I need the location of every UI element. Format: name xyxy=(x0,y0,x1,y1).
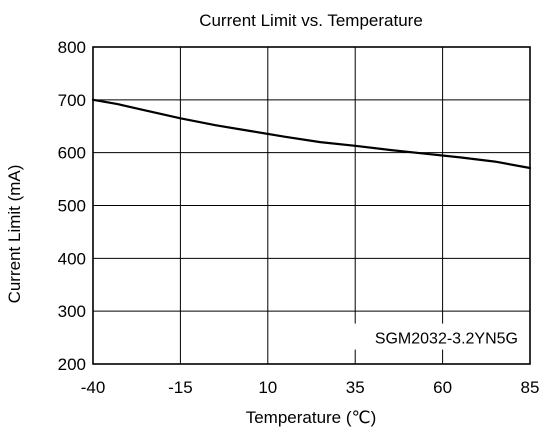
x-axis-label: Temperature (℃) xyxy=(246,408,377,427)
y-tick-label: 600 xyxy=(58,144,86,163)
x-tick-label: -15 xyxy=(168,378,193,397)
annotation-box: SGM2032-3.2YN5G xyxy=(322,323,522,350)
y-tick-label: 400 xyxy=(58,249,86,268)
y-tick-label: 800 xyxy=(58,38,86,57)
y-axis-label: Current Limit (mA) xyxy=(5,165,24,304)
chart-title: Current Limit vs. Temperature xyxy=(199,11,423,30)
y-tick-label: 700 xyxy=(58,91,86,110)
series-lines xyxy=(91,98,532,170)
x-tick-label: 85 xyxy=(521,378,540,397)
grid-lines xyxy=(93,47,530,364)
y-tick-labels: 200 300 400 500 600 700 800 xyxy=(58,38,86,374)
y-tick-label: 300 xyxy=(58,302,86,321)
x-tick-label: 35 xyxy=(346,378,365,397)
y-tick-label: 500 xyxy=(58,197,86,216)
x-tick-label: -40 xyxy=(81,378,106,397)
plot-frame xyxy=(92,46,531,365)
x-tick-labels: -40 -15 10 35 60 85 xyxy=(81,378,540,397)
series-line xyxy=(91,98,532,170)
annotation-background xyxy=(322,323,522,350)
annotation-label: SGM2032-3.2YN5G xyxy=(375,331,518,348)
y-tick-label: 200 xyxy=(58,355,86,374)
x-tick-label: 10 xyxy=(258,378,277,397)
x-tick-label: 60 xyxy=(433,378,452,397)
